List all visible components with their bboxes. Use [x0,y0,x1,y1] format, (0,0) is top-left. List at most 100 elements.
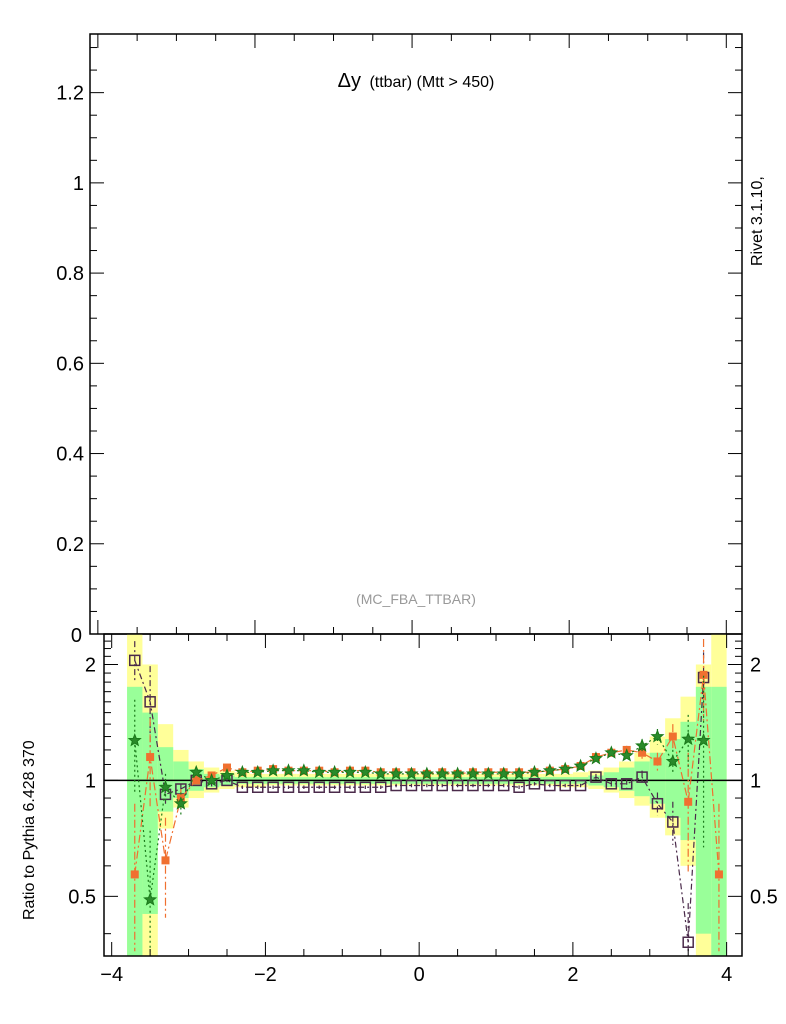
data-point-open-square [574,779,587,792]
data-point-star [465,766,480,780]
green-band-bin [142,712,158,914]
data-point-filled-square [668,732,677,741]
data-point-star [419,766,434,780]
data-point-star [373,766,388,780]
data-point-open-square [282,781,295,793]
data-point-star [512,766,527,780]
green-band-bin [634,761,650,797]
data-point-filled-square [222,763,231,772]
data-point-star [558,761,573,776]
ratio-y-tick-label-right: 0.5 [750,886,778,908]
data-point-open-square [667,816,679,828]
main-y-tick-label: 0.8 [56,263,84,285]
data-point-star [635,738,650,752]
data-point-star [158,779,173,794]
data-point-star [542,763,557,777]
data-point-open-square [405,779,418,792]
series-line-open-square [134,660,705,943]
green-band-bin [649,752,666,804]
data-point-star [435,766,450,780]
data-point-open-square [236,781,249,793]
data-point-filled-square [714,870,723,879]
data-point-star [404,766,419,780]
data-point-filled-square [699,670,708,679]
data-point-open-square [497,779,510,792]
data-point-star [296,763,311,777]
ratio-x-tick-label: 2 [567,964,578,986]
ratio-plot-frame [103,633,743,957]
ratio-y-tick-label-right: 2 [750,654,761,676]
ratio-x-tick-label: −2 [254,964,277,986]
data-point-open-square [421,779,433,792]
data-point-open-square [313,781,325,793]
main-y-tick-label-zero: 0 [71,625,82,647]
main-y-tick-label: 0.2 [56,534,84,556]
data-point-open-square [390,779,402,792]
ratio-y-tick-label: 1 [85,770,96,792]
ratio-y-tick-label: 0.5 [68,886,96,908]
data-point-star [127,733,142,747]
ratio-x-tick-label: 0 [414,964,425,986]
data-point-open-square [605,778,618,790]
ratio-uncertainty-bands [104,634,742,956]
data-point-open-square [482,779,495,792]
data-point-star [696,733,711,747]
data-point-star [650,729,665,743]
data-point-star [450,766,465,780]
data-point-open-square [328,781,341,793]
main-y-tick-label: 0.6 [56,353,84,375]
data-point-open-square [651,797,664,810]
data-point-open-square [451,779,464,792]
main-x-ticks [97,34,727,634]
main-y-ticks: 0.2 0.4 0.6 0.8 1 1.2 0 [56,47,742,647]
data-point-open-square [544,779,556,792]
data-point-open-square [528,778,541,790]
data-point-open-square [298,781,310,793]
data-point-star [604,745,619,759]
main-y-tick-label: 1.2 [56,83,84,105]
ratio-x-tick-label: 4 [721,964,732,986]
data-point-open-square [436,779,448,792]
data-point-star [327,764,342,779]
data-point-star [204,773,219,787]
data-point-star [681,731,696,746]
data-point-open-square [682,936,694,948]
data-point-star [527,764,542,779]
data-point-star [665,754,680,768]
data-point-open-square [251,781,264,793]
data-point-star [312,764,327,779]
data-point-star [173,796,188,810]
data-point-star [389,766,404,780]
data-point-open-square [559,779,571,792]
plot-title-main: Δy [338,70,361,92]
green-band-bin [665,739,681,818]
data-point-open-square [344,781,356,793]
data-point-star [250,764,265,779]
green-band-bin [695,686,712,934]
plot-title-sub: (ttbar) (Mtt > 450) [369,74,494,91]
main-plot-frame [89,33,743,635]
ratio-y-tick-label-right: 1 [750,770,761,792]
data-point-open-square [144,696,156,708]
data-point-filled-square [130,870,139,879]
data-point-filled-square [653,757,662,766]
ratio-x-tick-label: −4 [100,964,123,986]
data-point-star [189,764,204,779]
data-point-open-square [128,654,141,667]
main-y-tick-label: 0.4 [56,444,84,466]
data-point-filled-square [146,753,155,762]
data-point-star [588,751,603,765]
data-point-star [619,748,634,762]
main-panel: 0.2 0.4 0.6 0.8 1 1.2 0 Δy (ttbar) (Mtt > 450)… [56,33,743,647]
data-point-open-square [590,771,602,783]
data-point-star [266,763,281,777]
data-point-open-square [359,781,372,793]
data-point-open-square [267,781,279,793]
side-label: Rivet 3.1.10, [749,176,766,266]
data-point-filled-square [192,776,201,785]
data-point-open-square [513,781,525,793]
data-point-star [235,764,250,779]
data-point-filled-square [638,748,647,757]
data-point-star [496,766,511,780]
